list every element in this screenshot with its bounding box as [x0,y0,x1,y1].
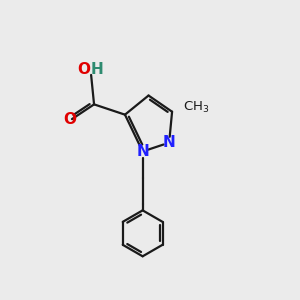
Text: O: O [63,112,76,127]
Text: N: N [163,135,175,150]
Text: O: O [77,62,91,77]
Text: H: H [91,62,103,77]
Text: CH$_3$: CH$_3$ [183,100,210,115]
Text: N: N [136,144,149,159]
